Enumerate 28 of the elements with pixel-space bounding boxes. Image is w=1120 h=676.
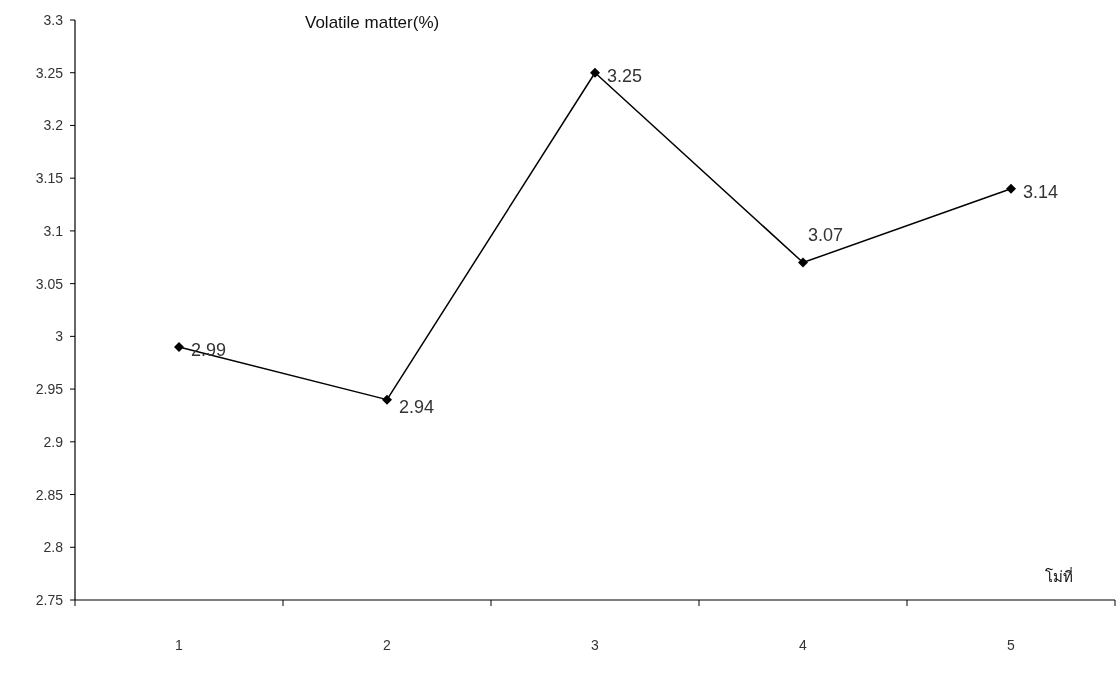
data-label: 2.94 xyxy=(399,396,435,417)
y-tick-label: 3.3 xyxy=(43,12,64,28)
y-tick-label: 2.95 xyxy=(35,381,64,398)
point xyxy=(798,257,808,268)
y-tick-label: 3.1 xyxy=(43,222,64,239)
data-label: 3.14 xyxy=(1023,181,1059,202)
x-tick-label: 4 xyxy=(799,637,808,653)
y-tick-label: 2.8 xyxy=(43,539,64,556)
point xyxy=(590,67,600,78)
data-label: 3.25 xyxy=(607,65,643,86)
y-tick-label: 2.85 xyxy=(35,486,64,503)
y-axis-title: Volatile matter(%) xyxy=(305,13,440,32)
x-tick-label: 2 xyxy=(383,637,392,653)
x-axis-title: โม่ที่ xyxy=(1045,566,1073,585)
y-tick-label: 2.9 xyxy=(43,433,64,450)
y-tick-label: 3.25 xyxy=(35,64,64,81)
y-tick-label: 3 xyxy=(55,328,64,345)
point xyxy=(1006,183,1016,194)
x-tick-label: 5 xyxy=(1007,637,1016,653)
point xyxy=(174,341,184,352)
point xyxy=(382,394,392,405)
data-label: 3.07 xyxy=(808,224,844,245)
y-tick-label: 3.05 xyxy=(35,275,64,292)
y-tick-label: 2.75 xyxy=(35,592,64,608)
x-tick-label: 3 xyxy=(591,637,600,653)
y-tick-label: 3.2 xyxy=(43,117,64,134)
y-tick-label: 3.15 xyxy=(35,170,64,187)
x-tick-label: 1 xyxy=(175,637,184,653)
